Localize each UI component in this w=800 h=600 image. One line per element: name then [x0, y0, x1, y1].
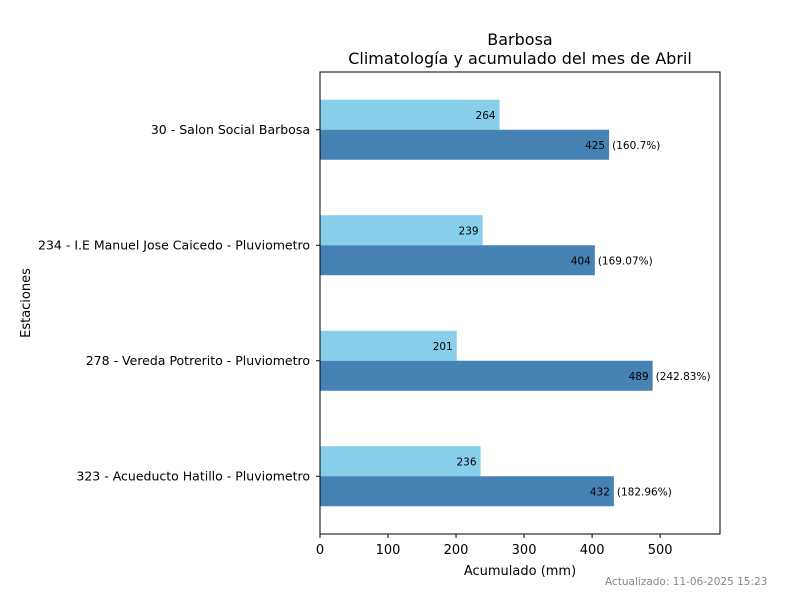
bar	[320, 446, 481, 477]
bar-value-label: 264	[476, 110, 496, 122]
bar	[320, 99, 500, 130]
bar	[320, 330, 457, 361]
x-axis-label: Acumulado (mm)	[464, 564, 576, 579]
updated-timestamp: Actualizado: 11-06-2025 15:23	[605, 576, 768, 588]
y-tick-label: 30 - Salon Social Barbosa	[151, 122, 310, 137]
y-axis-label: Estaciones	[19, 268, 34, 338]
bar	[320, 360, 653, 391]
bar-value-label: 236	[456, 456, 476, 468]
bar-value-label: 425	[585, 140, 605, 152]
x-tick-label: 100	[376, 543, 401, 558]
bar-value-label: 489	[629, 371, 649, 383]
bar-percent-label: (169.07%)	[598, 255, 653, 267]
bars-group: 264 425 (160.7%) 239 404 (169.07%) 201 489 (242.…	[320, 99, 711, 507]
bar-value-label: 432	[590, 486, 610, 498]
x-tick-label: 300	[512, 543, 537, 558]
bar-percent-label: (160.7%)	[612, 140, 660, 152]
chart-title: Barbosa	[487, 30, 552, 49]
x-tick-label: 0	[316, 543, 324, 558]
y-axis-ticks: 30 - Salon Social Barbosa 234 - I.E Manue…	[38, 122, 320, 483]
bar-value-label: 239	[459, 225, 479, 237]
y-tick-label: 234 - I.E Manuel Jose Caicedo - Pluviome…	[38, 237, 310, 252]
bar	[320, 476, 614, 507]
plot-frame	[319, 71, 721, 535]
x-tick-label: 500	[648, 543, 673, 558]
bar	[320, 215, 483, 246]
x-tick-label: 200	[444, 543, 469, 558]
x-tick-label: 400	[580, 543, 605, 558]
bar	[320, 129, 610, 160]
bar-percent-label: (242.83%)	[656, 371, 711, 383]
bar-value-label: 404	[571, 255, 591, 267]
bar-percent-label: (182.96%)	[617, 486, 672, 498]
chart-subtitle: Climatología y acumulado del mes de Abri…	[348, 49, 692, 68]
bar	[320, 245, 595, 276]
bar-value-label: 201	[433, 341, 453, 353]
y-tick-label: 278 - Vereda Potrerito - Pluviometro	[86, 353, 310, 368]
y-tick-label: 323 - Acueducto Hatillo - Pluviometro	[76, 468, 310, 483]
x-axis-ticks: 0 100 200 300 400 500	[316, 534, 673, 558]
